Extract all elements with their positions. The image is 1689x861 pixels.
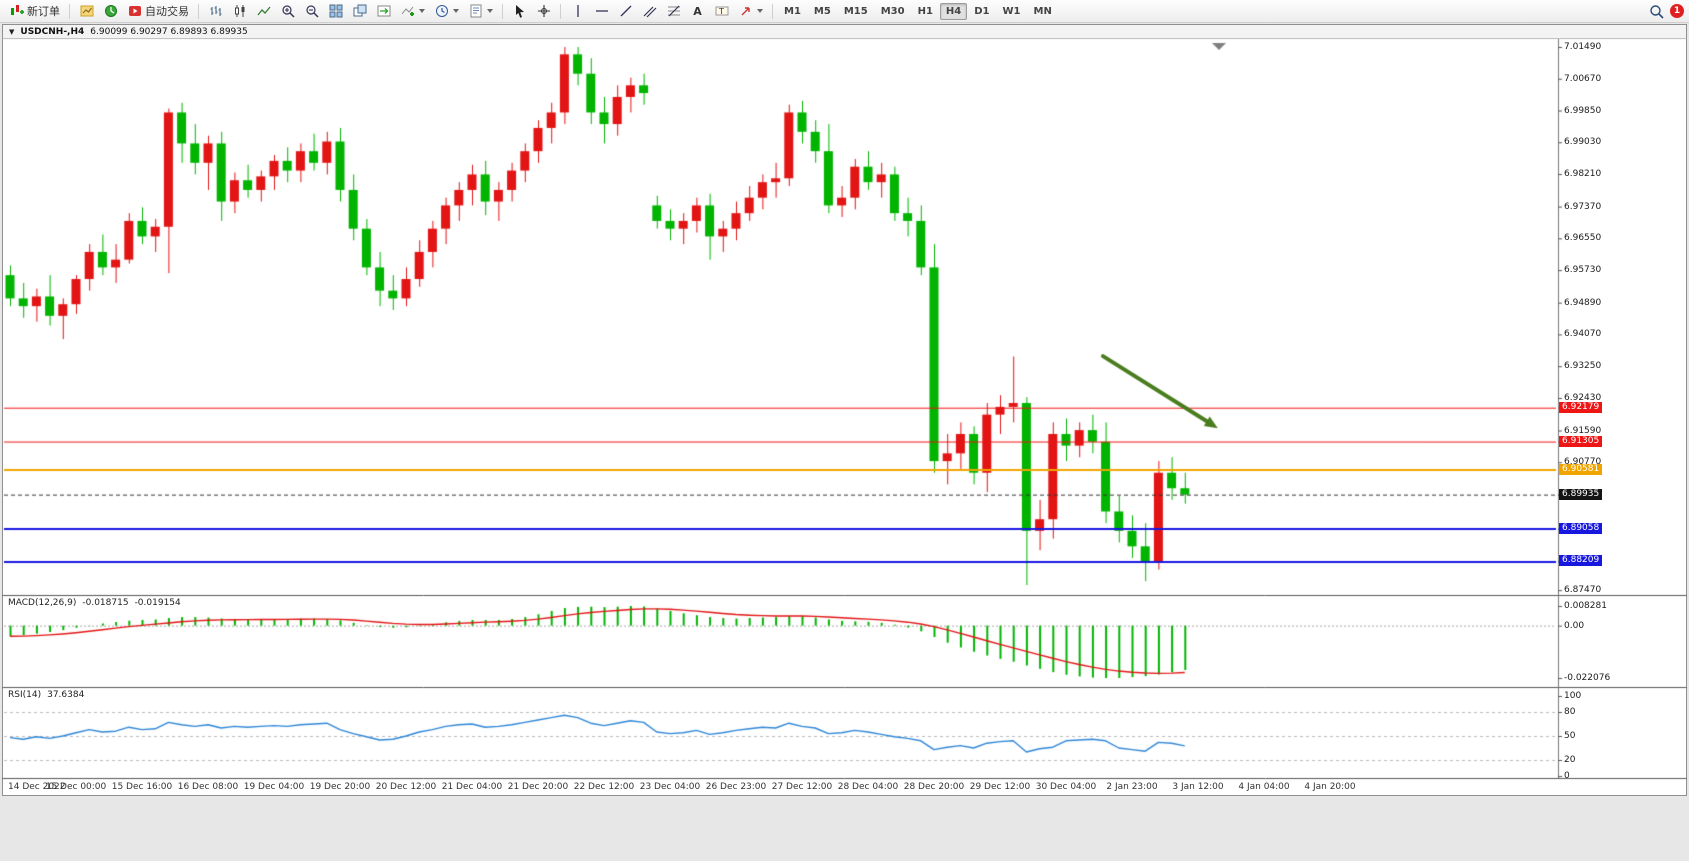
- zoom-out-icon: [304, 4, 319, 19]
- new-chart-button[interactable]: [75, 1, 98, 22]
- add-indicator-icon: [400, 4, 415, 19]
- cascade-windows-icon: [352, 4, 367, 19]
- tile-windows-icon: [328, 4, 343, 19]
- timeframe-h4-button[interactable]: H4: [939, 2, 968, 20]
- cursor-button[interactable]: [508, 1, 531, 22]
- templates-button[interactable]: [464, 1, 497, 22]
- toolbar-separator: [69, 3, 70, 19]
- channel-button[interactable]: [638, 1, 661, 22]
- chart-symbol-period: USDCNH-,H4: [20, 26, 85, 37]
- vertical-line-icon: [570, 4, 585, 19]
- bar-chart-button[interactable]: [204, 1, 227, 22]
- profiles-icon: [103, 4, 118, 19]
- timeframe-mn-button[interactable]: MN: [1033, 5, 1052, 17]
- chevron-down-icon: [487, 9, 493, 13]
- timeframe-d1-button[interactable]: D1: [974, 5, 990, 17]
- toolbar-separator: [772, 3, 773, 19]
- new-order-button[interactable]: 新订单: [5, 1, 64, 22]
- search-icon[interactable]: [1649, 4, 1664, 19]
- arrows-button[interactable]: [734, 1, 767, 22]
- indicators-button[interactable]: [396, 1, 429, 22]
- horizontal-line-icon: [594, 4, 609, 19]
- macd-value-signal: -0.019154: [134, 598, 181, 608]
- trendline-button[interactable]: [614, 1, 637, 22]
- arrows-icon: [738, 4, 753, 19]
- svg-text:T: T: [718, 7, 724, 16]
- autotrading-icon: [127, 4, 142, 19]
- cascade-windows-button[interactable]: [348, 1, 371, 22]
- toolbar: 新订单 自动交易: [0, 0, 1689, 23]
- toolbar-separator: [560, 3, 561, 19]
- autotrading-label: 自动交易: [145, 5, 189, 18]
- chart-shift-icon: [376, 4, 391, 19]
- timeframe-w1-button[interactable]: W1: [1002, 5, 1021, 17]
- fibonacci-icon: [666, 4, 681, 19]
- crosshair-button[interactable]: [532, 1, 555, 22]
- timeframe-m5-button[interactable]: M5: [813, 5, 831, 17]
- chevron-down-icon: [419, 9, 425, 13]
- macd-indicator-label: MACD(12,26,9) -0.018715 -0.019154: [8, 598, 181, 608]
- channel-icon: [642, 4, 657, 19]
- chart-ohlc-quotes: 6.90099 6.90297 6.89893 6.89935: [90, 26, 248, 37]
- timeframe-m15-button[interactable]: M15: [843, 5, 868, 17]
- periods-button[interactable]: [430, 1, 463, 22]
- horizontal-line-button[interactable]: [590, 1, 613, 22]
- zoom-in-icon: [280, 4, 295, 19]
- text-label-icon: T: [714, 4, 729, 19]
- candlestick-chart-button[interactable]: [228, 1, 251, 22]
- vertical-line-button[interactable]: [566, 1, 589, 22]
- timeframe-m1-button[interactable]: M1: [784, 5, 801, 17]
- chart-menu-icon[interactable]: ▼: [9, 27, 15, 36]
- timeframe-m30-button[interactable]: M30: [880, 5, 905, 17]
- tile-windows-button[interactable]: [324, 1, 347, 22]
- bar-chart-icon: [208, 4, 223, 19]
- cursor-icon: [512, 4, 527, 19]
- trendline-icon: [618, 4, 633, 19]
- candlestick-chart-icon: [232, 4, 247, 19]
- text-icon: A: [693, 4, 702, 18]
- new-chart-icon: [79, 4, 94, 19]
- autotrading-button[interactable]: 自动交易: [123, 1, 193, 22]
- line-chart-icon: [256, 4, 271, 19]
- line-chart-button[interactable]: [252, 1, 275, 22]
- text-label-button[interactable]: T: [710, 1, 733, 22]
- chevron-down-icon: [453, 9, 459, 13]
- timeframe-h1-button[interactable]: H1: [917, 5, 933, 17]
- zoom-out-button[interactable]: [300, 1, 323, 22]
- new-order-label: 新订单: [27, 5, 60, 18]
- rsi-value: 37.6384: [47, 690, 85, 700]
- toolbar-separator: [198, 3, 199, 19]
- zoom-in-button[interactable]: [276, 1, 299, 22]
- toolbar-separator: [502, 3, 503, 19]
- clock-icon: [434, 4, 449, 19]
- notification-badge[interactable]: 1: [1670, 4, 1684, 18]
- new-order-icon: [9, 4, 24, 19]
- rsi-name: RSI(14): [8, 690, 42, 700]
- macd-value-main: -0.018715: [82, 598, 129, 608]
- profiles-button[interactable]: [99, 1, 122, 22]
- macd-name: MACD(12,26,9): [8, 598, 77, 608]
- chart-shift-button[interactable]: [372, 1, 395, 22]
- crosshair-icon: [536, 4, 551, 19]
- fibonacci-button[interactable]: [662, 1, 685, 22]
- chevron-down-icon: [757, 9, 763, 13]
- chart-titlebar[interactable]: ▼ USDCNH-,H4 6.90099 6.90297 6.89893 6.8…: [3, 25, 1686, 39]
- text-button[interactable]: A: [686, 1, 709, 22]
- rsi-indicator-label: RSI(14) 37.6384: [8, 690, 84, 700]
- templates-icon: [468, 4, 483, 19]
